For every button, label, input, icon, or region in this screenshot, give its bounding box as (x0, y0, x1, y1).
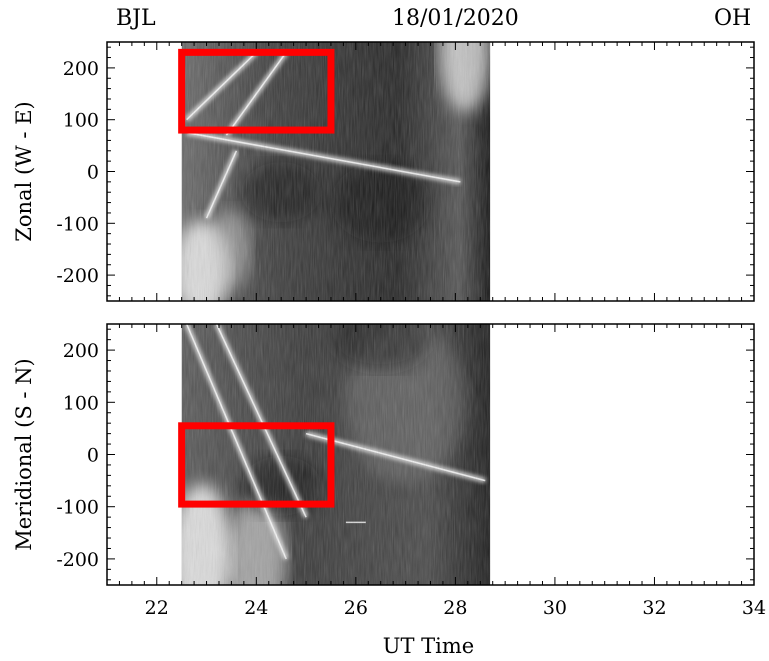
meridional-image-grain (181, 324, 491, 585)
meridional-x-tick-label: 30 (543, 597, 567, 619)
meridional-y-tick-label: 200 (63, 340, 99, 362)
zonal-y-tick-label: 0 (87, 162, 99, 184)
zonal-y-tick-label: 200 (63, 58, 99, 80)
zonal-image-grain (181, 42, 491, 301)
meridional-x-tick-label: 22 (145, 597, 169, 619)
meridional-y-tick-label: -100 (56, 497, 99, 519)
zonal-panel: -200 -100 0 100 200 Zonal (W - E) (12, 41, 755, 302)
meridional-y-tick-label: 100 (63, 392, 99, 414)
zonal-highlight-box (178, 48, 335, 134)
meridional-x-tick-label: 24 (244, 597, 268, 619)
x-axis-label: UT Time (383, 634, 474, 658)
zonal-y-tick-label: -100 (56, 213, 99, 235)
meridional-panel: -200 -100 0 100 200 22 24 26 28 30 32 34 UT Time Meri… (12, 323, 766, 658)
emission-label: OH (714, 6, 752, 31)
meridional-x-tick-label: 32 (642, 597, 666, 619)
meridional-x-tick-label: 34 (742, 597, 766, 619)
zonal-y-tick-label: 100 (63, 110, 99, 132)
meridional-keogram-image (181, 324, 491, 585)
meridional-y-tick-label: -200 (56, 549, 99, 571)
meridional-x-tick-label: 28 (443, 597, 467, 619)
date-label: 18/01/2020 (392, 6, 519, 31)
zonal-keogram-image (181, 42, 491, 301)
meridional-y-axis-label: Meridional (S - N) (12, 358, 36, 551)
station-label: BJL (116, 6, 156, 31)
meridional-x-tick-label: 26 (344, 597, 368, 619)
zonal-y-tick-label: -200 (56, 265, 99, 287)
meridional-highlight-box (178, 422, 335, 508)
zonal-y-axis-label: Zonal (W - E) (12, 101, 36, 241)
meridional-y-tick-label: 0 (87, 445, 99, 467)
